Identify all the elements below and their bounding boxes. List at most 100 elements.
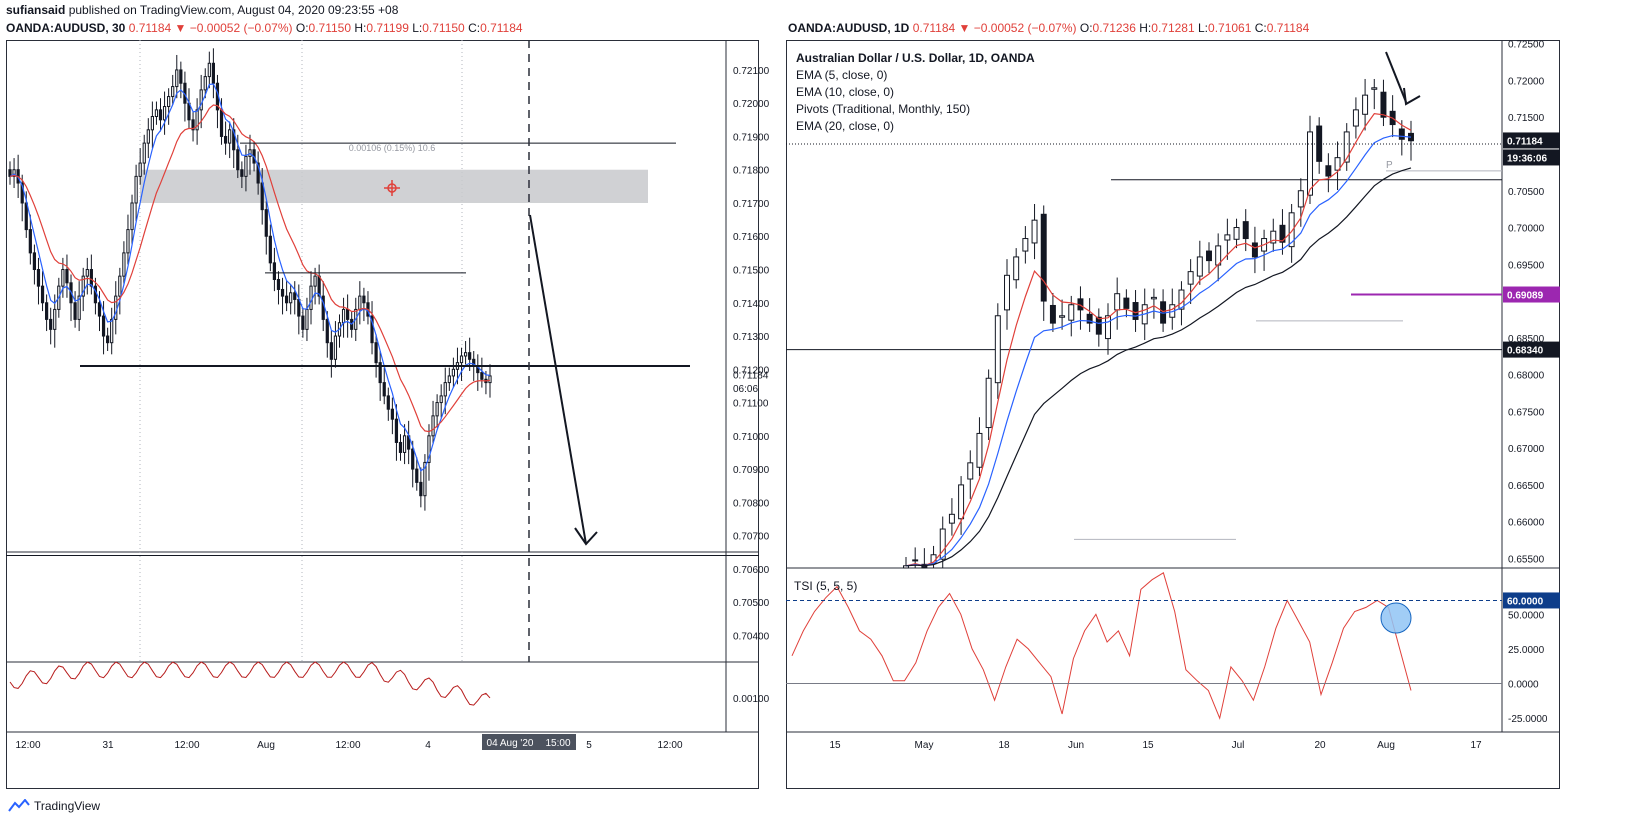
tradingview-footer[interactable]: TradingView (8, 799, 100, 813)
candle-body (12, 169, 16, 177)
right-h-label: H: (1139, 21, 1152, 35)
candle-body (333, 335, 338, 360)
left-o-label: O: (295, 21, 309, 35)
price-tick: 0.70500 (1508, 187, 1545, 198)
move-handle-icon[interactable] (384, 180, 400, 196)
candle-body (207, 62, 211, 78)
legend-ema5[interactable]: EMA (5, close, 0) (796, 68, 888, 82)
publish-info: published on TradingView.com, August 04,… (68, 3, 399, 17)
price-tick: 0.70700 (733, 532, 770, 543)
candle-body (65, 269, 69, 284)
candle-body (1095, 316, 1102, 335)
countdown-label: 19:36:06 (1507, 153, 1547, 164)
measure-label: 0.00106 (0.15%) 10.6 (349, 143, 436, 153)
candle-body (390, 408, 394, 420)
left-candles (8, 48, 492, 511)
price-tick: 0.72500 (1508, 40, 1545, 51)
legend-ema20[interactable]: EMA (20, close, 0) (796, 119, 895, 133)
candle-body (1105, 315, 1111, 340)
left-symbol-header: OANDA:AUDUSD, 30 0.71184 ▼ −0.00052 (−0.… (6, 21, 523, 35)
candle-body (89, 269, 93, 287)
candle-body (162, 106, 167, 121)
candle-body (1316, 125, 1323, 162)
candle-body (32, 252, 37, 271)
tsi-highlight-circle[interactable] (1380, 602, 1412, 634)
time-tick: Jul (1232, 740, 1245, 751)
candle-body (468, 352, 472, 360)
candle-body (1352, 109, 1359, 127)
right-l: 0.71061 (1208, 21, 1252, 35)
supply-zone[interactable] (140, 169, 648, 203)
candle-body (146, 129, 150, 144)
time-tick: 17 (1470, 740, 1482, 751)
candle-body (1343, 131, 1350, 163)
time-tick: Aug (1377, 740, 1395, 751)
candle-body (1380, 91, 1387, 118)
bearish-arrow-icon[interactable] (529, 214, 598, 546)
time-tick: 15 (1142, 740, 1154, 751)
candle-body (1398, 128, 1405, 140)
time-tick: 12:00 (15, 740, 40, 751)
time-tick: May (915, 740, 934, 751)
candle-body (1059, 315, 1066, 318)
price-tag-label: 0.68340 (1507, 346, 1544, 357)
price-tick: 0.71900 (733, 132, 770, 143)
price-tick: 0.65500 (1508, 554, 1545, 565)
left-l-label: L: (412, 21, 423, 35)
left-chart[interactable]: 0.00106 (0.15%) 10.6 0.00100 0.721000.72… (0, 40, 780, 790)
time-tick: 20 (1314, 740, 1326, 751)
legend-ema10[interactable]: EMA (10, close, 0) (796, 85, 895, 99)
tradingview-logo-icon (8, 799, 30, 812)
pivot-marker: P (1386, 160, 1393, 171)
candle-body (1270, 230, 1277, 244)
price-tick: 0.71800 (733, 166, 770, 177)
candle-body (276, 278, 281, 290)
candle-body (40, 285, 45, 304)
right-c-label: C: (1254, 21, 1267, 35)
candle-body (378, 362, 382, 384)
candle-body (138, 162, 142, 177)
candle-body (370, 315, 374, 344)
right-change: −0.00052 (−0.07%) (973, 21, 1077, 35)
tsi-tag-label: 60.0000 (1507, 596, 1544, 607)
candle-body (49, 318, 53, 330)
candle-body (329, 342, 333, 360)
candle-body (1013, 256, 1020, 281)
candle-body (435, 402, 439, 417)
price-tick: 0.70400 (733, 631, 770, 642)
candle-body (958, 484, 965, 520)
candle-body (244, 155, 248, 177)
right-o: 0.71236 (1092, 21, 1136, 35)
time-tick: 4 (425, 740, 431, 751)
right-c: 0.71184 (1266, 21, 1310, 35)
candle-body (223, 135, 228, 144)
left-last-price-label: 0.71184 (733, 371, 769, 382)
left-ema-fast-line (9, 83, 491, 472)
left-c-label: C: (468, 21, 481, 35)
legend-pivots[interactable]: Pivots (Traditional, Monthly, 150) (796, 102, 971, 116)
down-arrow-icon: ▼ (174, 21, 187, 35)
candle-body (264, 209, 268, 237)
price-tick: 0.72000 (733, 99, 770, 110)
price-tick: 0.71500 (733, 266, 770, 277)
candle-body (93, 285, 98, 304)
right-levels[interactable]: P (786, 160, 1502, 540)
candle-body (20, 182, 24, 204)
price-tag (1503, 132, 1560, 149)
author-name: sufiansaid (6, 3, 66, 17)
right-legend-title: Australian Dollar / U.S. Dollar, 1D, OAN… (796, 51, 1035, 65)
pointer-arrow-icon[interactable] (1385, 51, 1407, 103)
price-tick: 0.71700 (733, 199, 770, 210)
candle-body (976, 432, 983, 468)
time-tick: 12:00 (174, 740, 199, 751)
candle-body (97, 302, 102, 317)
down-arrow-icon: ▼ (958, 21, 971, 35)
left-levels[interactable] (6, 142, 759, 557)
right-chart[interactable]: P TSI (5, 5, 5) 0.725000.720000.715000.7… (786, 40, 1566, 790)
candle-body (1031, 219, 1038, 244)
candle-body (1068, 304, 1075, 321)
left-l: 0.71150 (422, 21, 465, 35)
candle-body (150, 116, 154, 131)
candle-body (280, 288, 285, 297)
candle-body (236, 149, 240, 171)
